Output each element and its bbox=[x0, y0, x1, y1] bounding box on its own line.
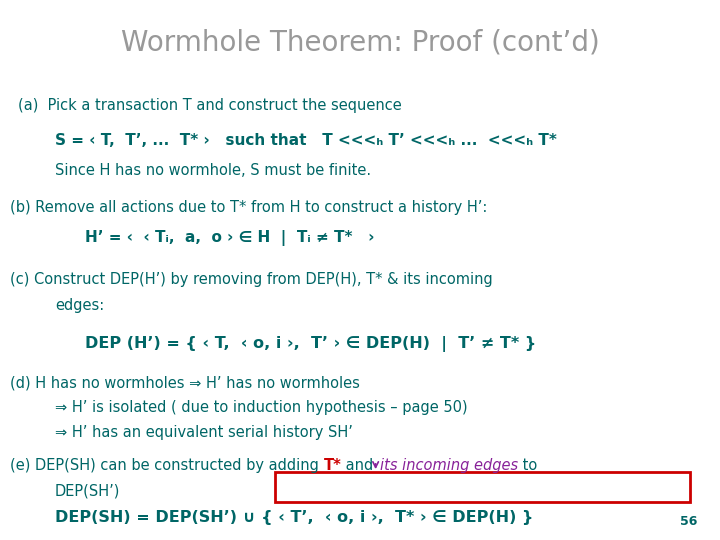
Text: to: to bbox=[518, 458, 537, 473]
Text: Since H has no wormhole, S must be finite.: Since H has no wormhole, S must be finit… bbox=[55, 163, 371, 178]
Text: T*: T* bbox=[323, 458, 341, 473]
Text: DEP(SH’): DEP(SH’) bbox=[55, 484, 120, 499]
Text: ⇒ H’ is isolated ( due to induction hypothesis – page 50): ⇒ H’ is isolated ( due to induction hypo… bbox=[55, 400, 467, 415]
Text: (c) Construct DEP(H’) by removing from DEP(H), T* & its incoming: (c) Construct DEP(H’) by removing from D… bbox=[10, 272, 492, 287]
Text: DEP(SH) = DEP(SH’) ∪ { ‹ T’,  ‹ o, i ›,  T* › ∈ DEP(H) }: DEP(SH) = DEP(SH’) ∪ { ‹ T’, ‹ o, i ›, T… bbox=[55, 510, 534, 525]
Text: edges:: edges: bbox=[55, 298, 104, 313]
Text: Wormhole Theorem: Proof (cont’d): Wormhole Theorem: Proof (cont’d) bbox=[121, 28, 599, 56]
Bar bbox=[275, 472, 690, 502]
Text: its incoming edges: its incoming edges bbox=[379, 458, 518, 473]
Text: (a)  Pick a transaction T and construct the sequence: (a) Pick a transaction T and construct t… bbox=[18, 98, 402, 113]
Text: 56: 56 bbox=[680, 515, 698, 528]
Text: and: and bbox=[341, 458, 374, 473]
Text: ⇒ H’ has an equivalent serial history SH’: ⇒ H’ has an equivalent serial history SH… bbox=[55, 425, 353, 440]
Text: H’ = ‹  ‹ Tᵢ,  a,  o › ∈ H  |  Tᵢ ≠ T*   ›: H’ = ‹ ‹ Tᵢ, a, o › ∈ H | Tᵢ ≠ T* › bbox=[85, 230, 374, 246]
Text: DEP (H’) = { ‹ T,  ‹ o, i ›,  T’ › ∈ DEP(H)  |  T’ ≠ T* }: DEP (H’) = { ‹ T, ‹ o, i ›, T’ › ∈ DEP(H… bbox=[85, 336, 536, 352]
Text: (d) H has no wormholes ⇒ H’ has no wormholes: (d) H has no wormholes ⇒ H’ has no wormh… bbox=[10, 375, 360, 390]
Text: S = ‹ T,  T’, ...  T* ›   such that   T <<<ₕ T’ <<<ₕ ...  <<<ₕ T*: S = ‹ T, T’, ... T* › such that T <<<ₕ T… bbox=[55, 133, 557, 148]
Text: (b) Remove all actions due to T* from H to construct a history H’:: (b) Remove all actions due to T* from H … bbox=[10, 200, 487, 215]
Text: (e) DEP(SH) can be constructed by adding: (e) DEP(SH) can be constructed by adding bbox=[10, 458, 323, 473]
